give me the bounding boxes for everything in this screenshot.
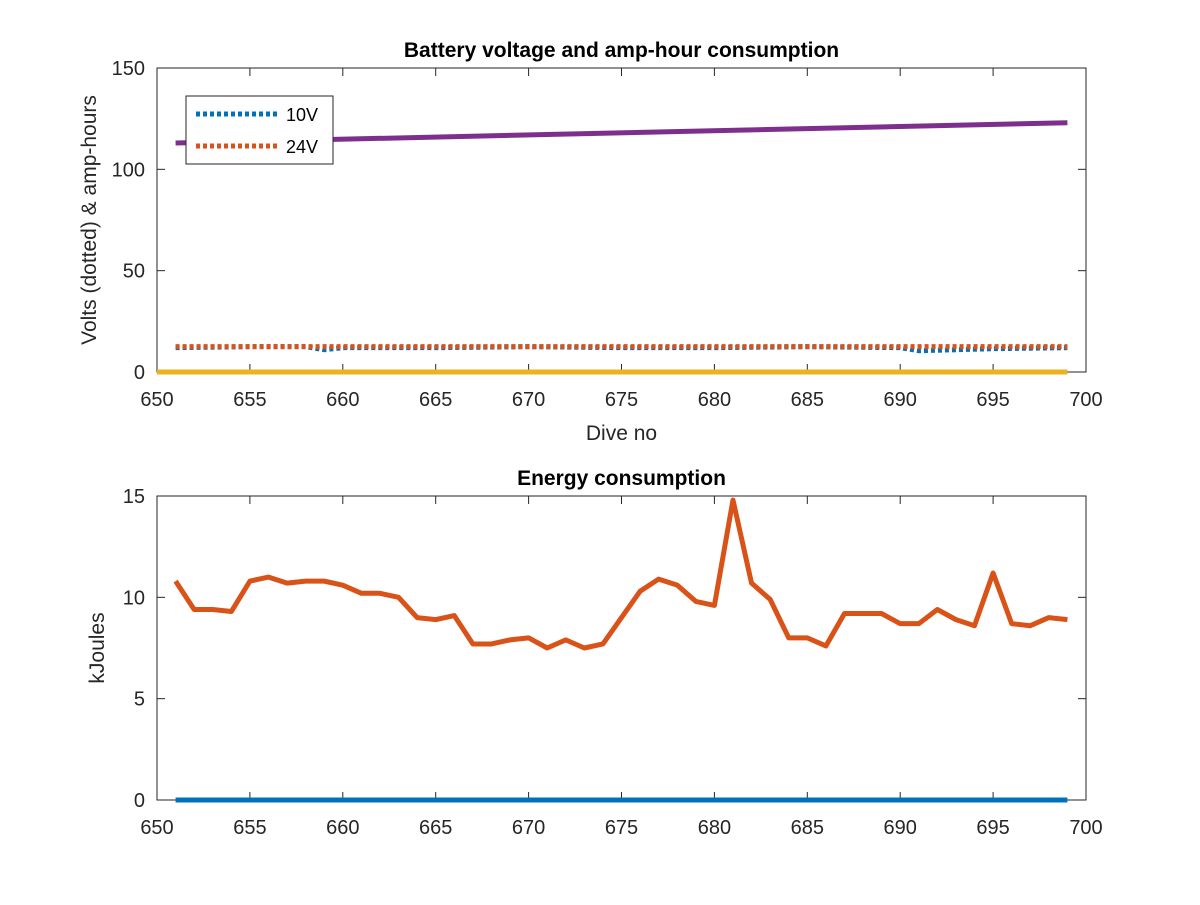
chart1-x-tick-label: 650 [140,389,173,411]
chart1-x-tick-label: 690 [884,389,917,411]
chart1-y-tick-label: 50 [123,261,145,283]
chart1-legend: 10V 24V [185,95,334,165]
chart1-y-tick-label: 0 [134,362,145,384]
chart1-title: Battery voltage and amp-hour consumption [404,39,839,62]
chart1-x-tick-label: 655 [233,389,266,411]
chart2-series-line-2 [173,497,1068,651]
chart1-x-tick-label: 680 [698,389,731,411]
chart2-x-tick-label: 690 [884,817,917,839]
chart2-x-tick-label: 650 [140,817,173,839]
legend-label-24v: 24V [286,137,318,157]
chart2-y-tick-label: 10 [123,587,145,609]
chart2-axes: 650 655 660 665 670 675 680 685 690 695 700 0 5 10 15 E… [86,467,1103,839]
chart2-x-tick-label: 685 [791,817,824,839]
chart1-y-tick-label: 100 [112,159,145,181]
chart2-x-tick-label: 670 [512,817,545,839]
chart1-x-tick-label: 685 [791,389,824,411]
chart2-x-tick-label: 675 [605,817,638,839]
chart1-x-tick-label: 675 [605,389,638,411]
chart2-x-tick-label: 655 [233,817,266,839]
chart1-y-axis-label: Volts (dotted) & amp-hours [78,95,101,345]
legend-box [185,95,334,165]
chart2-x-tick-label: 695 [976,817,1009,839]
chart2-x-tick-label: 700 [1069,817,1102,839]
chart1-y-tick-label: 150 [112,58,145,80]
chart1-axes: 650 655 660 665 670 675 680 685 690 695 700 0 50 100 1… [78,39,1103,445]
chart2-x-tick-label: 680 [698,817,731,839]
chart2-y-tick-label: 0 [134,790,145,812]
chart2-y-tick-label: 15 [123,486,145,508]
chart1-x-tick-label: 660 [326,389,359,411]
chart2-title: Energy consumption [517,467,726,490]
chart1-x-tick-label: 700 [1069,389,1102,411]
chart2-x-tick-label: 660 [326,817,359,839]
chart2-y-tick-label: 5 [134,689,145,711]
chart1-x-tick-label: 695 [976,389,1009,411]
chart1-x-tick-label: 670 [512,389,545,411]
chart2-y-axis-label: kJoules [86,612,109,683]
chart2-plot-box [156,495,1087,801]
legend-label-10v: 10V [286,105,318,125]
chart1-x-tick-label: 665 [419,389,452,411]
chart2-x-tick-label: 665 [419,817,452,839]
chart1-x-axis-label: Dive no [586,422,657,445]
